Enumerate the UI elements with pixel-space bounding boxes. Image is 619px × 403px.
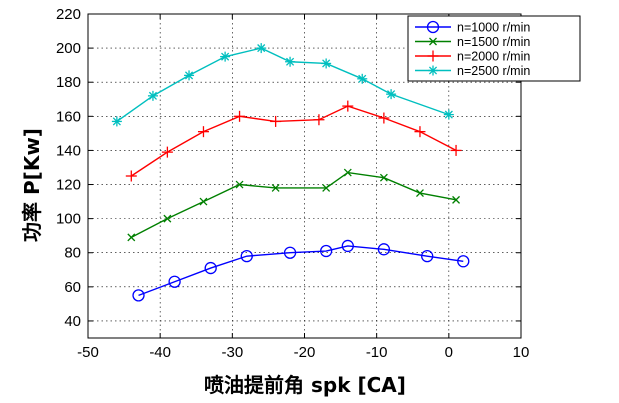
series-line [130, 105, 457, 177]
series-n-2000-r-min [125, 100, 462, 182]
series-n-1000-r-min [132, 239, 470, 302]
y-tick-label: 220 [56, 6, 81, 23]
y-tick-label: 60 [64, 279, 81, 296]
data-point [386, 89, 397, 100]
data-point [313, 114, 325, 126]
x-tick-label: -20 [294, 344, 316, 361]
data-point [163, 214, 172, 223]
legend-item: n=2500 r/min [415, 64, 530, 78]
data-point [443, 109, 454, 120]
data-point [428, 65, 438, 76]
data-point [457, 255, 470, 268]
x-tick-label: 10 [513, 344, 530, 361]
data-point [414, 126, 426, 138]
data-point [240, 249, 253, 263]
data-point [204, 261, 217, 275]
data-point [321, 58, 332, 69]
data-point [322, 183, 331, 192]
data-point [147, 90, 158, 101]
data-point [341, 239, 354, 253]
data-point [319, 244, 333, 258]
data-point [220, 51, 231, 62]
data-point [378, 112, 390, 124]
y-tick-label: 120 [56, 177, 81, 194]
data-point [197, 126, 209, 138]
legend-item: n=1000 r/min [415, 21, 530, 35]
series-line [116, 47, 450, 123]
data-point [132, 289, 145, 302]
data-point [421, 249, 434, 263]
y-axis-title: 功率 P[Kw] [20, 128, 44, 242]
data-point [125, 170, 137, 182]
data-point [429, 37, 437, 46]
y-tick-label: 160 [56, 108, 81, 125]
y-tick-label: 180 [56, 74, 81, 91]
series-line [130, 171, 457, 239]
data-point [127, 233, 136, 242]
legend-label: n=2000 r/min [457, 50, 530, 64]
data-point [111, 116, 122, 127]
series-group [111, 43, 470, 302]
x-axis-title: 喷油提前角 spk [CA] [204, 373, 406, 397]
data-point [357, 73, 368, 84]
data-point [377, 243, 391, 256]
data-point [452, 195, 461, 204]
data-point [234, 110, 246, 122]
x-tick-label: -40 [149, 344, 171, 361]
legend-item: n=2000 r/min [415, 50, 530, 64]
legend-label: n=1000 r/min [457, 21, 530, 35]
series-n-1500-r-min [127, 168, 461, 242]
x-tick-label: -30 [221, 344, 243, 361]
data-point [161, 146, 173, 158]
y-tick-label: 80 [64, 245, 81, 262]
y-tick-label: 40 [64, 313, 81, 330]
data-point [283, 246, 297, 259]
data-point [235, 180, 244, 189]
data-point [416, 189, 424, 198]
y-tick-label: 200 [56, 40, 81, 57]
data-point [450, 144, 462, 156]
data-point [426, 20, 440, 34]
grid [88, 14, 521, 338]
data-point [285, 56, 296, 67]
data-point [184, 70, 195, 81]
y-tick-label: 140 [56, 142, 81, 159]
legend-item: n=1500 r/min [415, 35, 530, 49]
x-tick-label: -10 [366, 344, 388, 361]
data-point [343, 168, 352, 177]
data-point [427, 50, 439, 62]
data-point [199, 197, 208, 206]
data-point [256, 43, 267, 54]
legend-label: n=2500 r/min [457, 64, 530, 78]
x-tick-label: -50 [77, 344, 99, 361]
legend-label: n=1500 r/min [457, 35, 530, 49]
y-tick-label: 100 [56, 211, 81, 228]
data-point [168, 275, 181, 288]
data-point [379, 173, 388, 182]
series-n-2500-r-min [111, 43, 454, 127]
series-line [138, 245, 464, 297]
x-tick-label: 0 [445, 344, 453, 361]
data-point [270, 115, 282, 127]
data-point [342, 100, 354, 112]
data-point [271, 183, 280, 192]
